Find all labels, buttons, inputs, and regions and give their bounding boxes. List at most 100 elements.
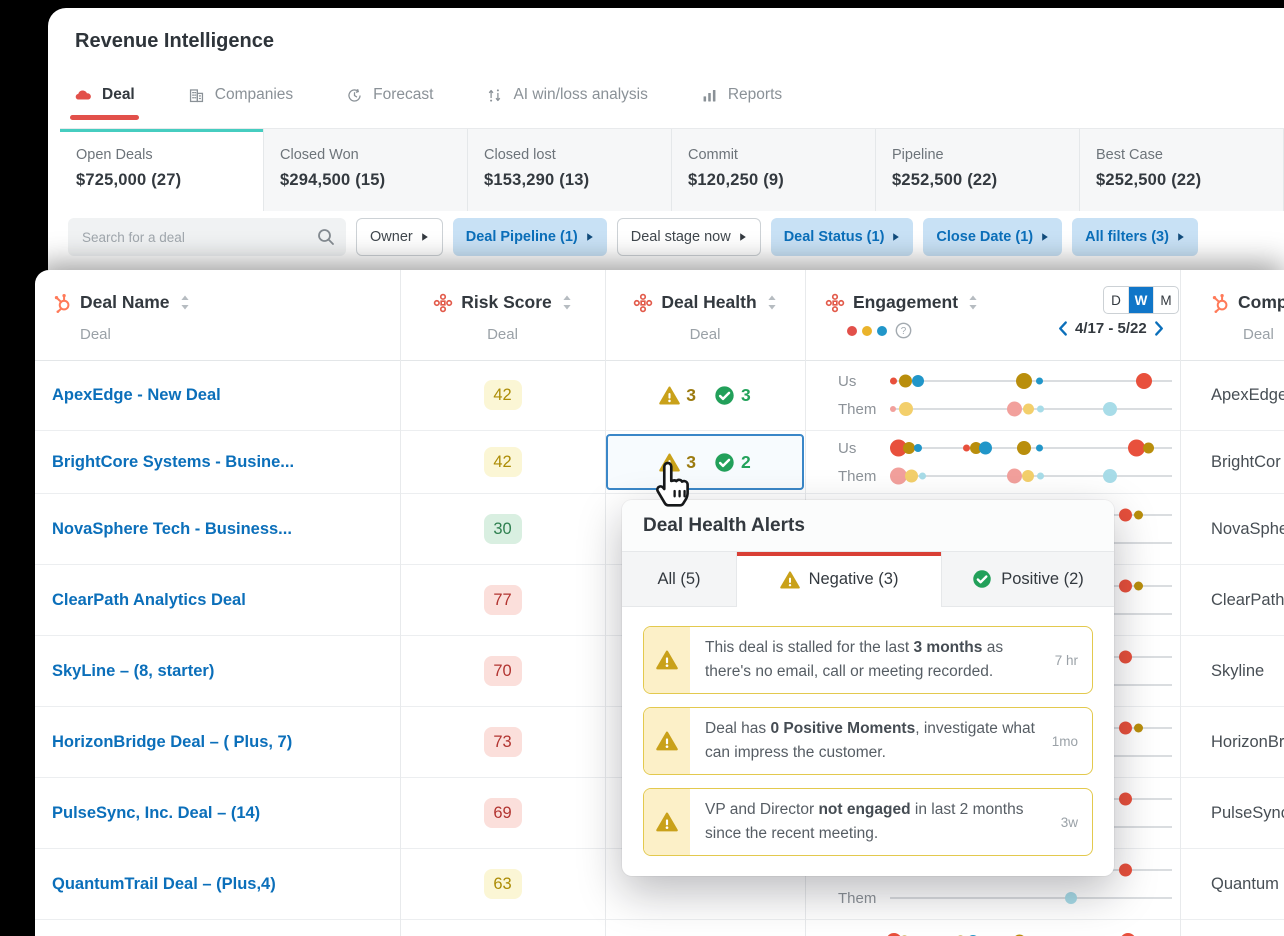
alert-card-0[interactable]: This deal is stalled for the last 3 mont…: [643, 626, 1093, 694]
chevron-left-icon[interactable]: [1057, 320, 1068, 337]
engagement-dot-icon: [1134, 581, 1144, 591]
column-header-risk-score[interactable]: Risk Score: [400, 292, 605, 313]
filter-button-3[interactable]: Deal Status (1): [770, 218, 914, 256]
sort-icon[interactable]: [968, 294, 978, 311]
nav-tab-ai-win-loss[interactable]: AI win/loss analysis: [483, 80, 649, 122]
deal-health-cell[interactable]: [607, 924, 803, 936]
positive-count: 2: [741, 451, 751, 472]
nav-tab-deal[interactable]: Deal: [70, 80, 139, 122]
sort-icon[interactable]: [767, 294, 777, 311]
column-label: Comp: [1238, 292, 1284, 312]
toggle-D[interactable]: D: [1104, 287, 1129, 313]
engagement-dot-icon: [886, 933, 903, 936]
deal-name-link[interactable]: ApexEdge - New Deal: [52, 385, 221, 404]
popup-tab-0[interactable]: All (5): [622, 552, 737, 607]
filter-button-label: Deal Status (1): [783, 229, 885, 245]
date-range-label: 4/17 - 5/22: [1075, 320, 1147, 337]
nav-tab-companies[interactable]: Companies: [185, 80, 295, 122]
summary-card-5[interactable]: Best Case $252,500 (22): [1080, 129, 1284, 211]
toggle-W[interactable]: W: [1129, 287, 1154, 313]
summary-card-4[interactable]: Pipeline $252,500 (22): [876, 129, 1080, 211]
summary-card-1[interactable]: Closed Won $294,500 (15): [264, 129, 468, 211]
deal-name-link[interactable]: BrightCore Systems - Busine...: [52, 452, 295, 471]
sort-icon[interactable]: [562, 294, 572, 311]
summary-card-value: $252,500 (22): [1096, 171, 1202, 189]
engagement-dot-icon: [889, 377, 897, 385]
toggle-M[interactable]: M: [1160, 292, 1172, 308]
engagement-us-line: Us: [838, 438, 1172, 458]
alert-stripe: [644, 789, 690, 855]
column-subheader: Deal: [80, 326, 111, 343]
engagement-dot-icon: [1015, 373, 1032, 389]
engagement-dot-icon: [1119, 721, 1132, 735]
column-label: Risk Score: [461, 292, 552, 312]
engagement-dot-icon: [1119, 792, 1132, 806]
column-header-engagement[interactable]: Engagement: [825, 292, 978, 313]
deal-name-link[interactable]: SkyLine – (8, starter): [52, 661, 215, 680]
alert-card-1[interactable]: Deal has 0 Positive Moments, investigate…: [643, 707, 1093, 775]
deal-name-link[interactable]: ClearPath Analytics Deal: [52, 590, 246, 609]
engagement-dot-icon: [890, 439, 907, 457]
summary-card-label: Pipeline: [892, 147, 944, 163]
risk-score-pill: 69: [483, 798, 522, 828]
risk-score-cell: [400, 920, 605, 936]
company-cell: Skyline: [1211, 661, 1265, 680]
summary-card-0[interactable]: Open Deals $725,000 (27): [60, 129, 264, 211]
filter-button-2[interactable]: Deal stage now: [616, 218, 761, 256]
company-cell: PulseSync: [1211, 803, 1284, 822]
summary-card-3[interactable]: Commit $120,250 (9): [672, 129, 876, 211]
alert-time: 1mo: [1051, 733, 1078, 749]
company-cell: ClearPath: [1211, 590, 1284, 609]
popup-tab-2[interactable]: Positive (2): [942, 552, 1114, 607]
check-icon ptabic: [972, 569, 992, 589]
engagement-dot-icon: [1103, 469, 1117, 483]
date-range-nav: 4/17 - 5/22: [1057, 320, 1165, 337]
engagement-them-label: Them: [838, 400, 877, 418]
summary-card-2[interactable]: Closed lost $153,290 (13): [468, 129, 672, 211]
caret-right-icon: [586, 232, 594, 242]
popup-tabs: All (5) Negative (3) Positive (2): [622, 552, 1114, 607]
help-icon[interactable]: ?: [895, 322, 912, 339]
column-header-deal-health[interactable]: Deal Health: [605, 292, 805, 313]
alert-card-2[interactable]: VP and Director not engaged in last 2 mo…: [643, 788, 1093, 856]
search-input[interactable]: [68, 218, 346, 256]
chevron-right-icon[interactable]: [1154, 320, 1165, 337]
table-header: Deal Name Deal Risk Score Deal Deal Health De…: [35, 270, 1284, 361]
deal-name-link[interactable]: NovaSphere Tech - Business...: [52, 519, 292, 538]
risk-score-pill: 42: [483, 447, 522, 477]
hubspot-icon: [52, 293, 72, 313]
column-header-deal-name[interactable]: Deal Name: [52, 292, 190, 313]
filter-button-0[interactable]: Owner: [356, 218, 443, 256]
engagement-dot-icon: [1142, 442, 1154, 454]
filter-button-4[interactable]: Close Date (1): [923, 218, 1063, 256]
deal-name-link[interactable]: QuantumTrail Deal – (Plus,4): [52, 874, 276, 893]
nav-tab-reports[interactable]: Reports: [698, 80, 784, 122]
risk-score-cell: 30: [400, 494, 605, 564]
alert-text: VP and Director not engaged in last 2 mo…: [705, 801, 1024, 843]
summary-card-label: Closed Won: [280, 147, 359, 163]
integration-icon: [633, 293, 653, 313]
legend-dot-icon: [877, 325, 887, 336]
deal-name-link[interactable]: HorizonBridge Deal – ( Plus, 7): [52, 732, 293, 751]
engagement-track: [889, 371, 1172, 391]
filter-button-label: Owner: [370, 229, 413, 245]
engagement-dot-icon: [1037, 472, 1045, 480]
deal-search[interactable]: [68, 218, 346, 256]
summary-card-value: $153,290 (13): [484, 171, 590, 189]
popup-tab-1[interactable]: Negative (3): [737, 552, 942, 607]
column-header-company[interactable]: Comp: [1210, 292, 1284, 313]
sort-icon[interactable]: [180, 294, 190, 311]
deal-name-cell: HorizonBridge Deal – ( Plus, 7): [52, 707, 392, 777]
check-icon hcheck: [714, 452, 735, 473]
deal-name-cell: SkyLine – (8, starter): [52, 636, 392, 706]
revenue-intelligence-panel: Revenue Intelligence Deal Companies Foreca…: [48, 8, 1284, 270]
engagement-dot-icon: [914, 444, 923, 452]
summary-card-value: $294,500 (15): [280, 171, 386, 189]
nav-tab-forecast[interactable]: Forecast: [343, 80, 435, 122]
filter-button-5[interactable]: All filters (3): [1072, 218, 1198, 256]
filter-button-1[interactable]: Deal Pipeline (1): [452, 218, 607, 256]
deal-name-link[interactable]: PulseSync, Inc. Deal – (14): [52, 803, 261, 822]
